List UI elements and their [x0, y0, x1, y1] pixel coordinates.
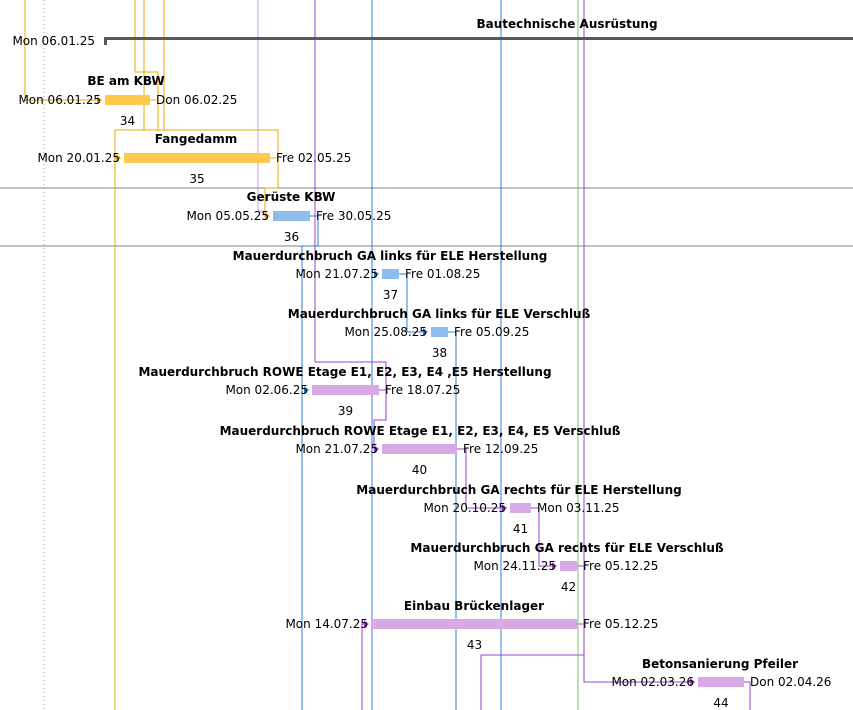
task-bar[interactable] — [312, 385, 379, 395]
task-name: Mauerdurchbruch GA rechts für ELE Herste… — [356, 483, 682, 497]
arrow-head-icon — [374, 445, 379, 453]
task-id: 43 — [466, 638, 483, 652]
dependency-line — [314, 0, 387, 450]
task-finish-date: Don 02.04.26 — [750, 675, 832, 689]
task-finish-date: Fre 12.09.25 — [463, 442, 539, 456]
dependency-line — [257, 0, 270, 217]
task-bar[interactable] — [510, 503, 531, 513]
task-start-date: Mon 06.01.25 — [18, 93, 101, 107]
arrow-head-icon — [690, 678, 695, 686]
task-bar[interactable] — [431, 327, 448, 337]
arrow-head-icon — [552, 562, 557, 570]
task-name: Mauerdurchbruch ROWE Etage E1, E2, E3, E… — [138, 365, 552, 379]
task-finish-date: Don 06.02.25 — [156, 93, 238, 107]
task-finish-date: Fre 05.12.25 — [583, 559, 659, 573]
dependency-line — [134, 0, 159, 130]
arrow-head-icon — [116, 154, 121, 162]
task-start-date: Mon 25.08.25 — [344, 325, 427, 339]
summary-bar[interactable] — [104, 37, 853, 40]
task-name: Mauerdurchbruch GA rechts für ELE Versch… — [410, 541, 724, 555]
summary-name: Bautechnische Ausrüstung — [476, 17, 658, 31]
task-start-date: Mon 24.11.25 — [473, 559, 556, 573]
task-name: Mauerdurchbruch ROWE Etage E1, E2, E3, E… — [219, 424, 621, 438]
task-finish-date: Mon 03.11.25 — [537, 501, 620, 515]
task-start-date: Mon 20.10.25 — [423, 501, 506, 515]
task-bar[interactable] — [273, 211, 310, 221]
task-finish-date: Fre 02.05.25 — [276, 151, 352, 165]
summary-bar-cap — [104, 37, 107, 45]
task-name: Einbau Brückenlager — [403, 599, 545, 613]
arrow-head-icon — [502, 504, 507, 512]
dependency-line — [361, 623, 368, 710]
dependency-line — [448, 331, 457, 710]
dependency-line — [399, 273, 427, 333]
task-id: 36 — [283, 230, 300, 244]
task-finish-date: Fre 30.05.25 — [316, 209, 392, 223]
task-finish-date: Fre 05.12.25 — [583, 617, 659, 631]
dependency-line — [301, 215, 319, 710]
dependency-line — [457, 448, 506, 509]
task-finish-date: Fre 18.07.25 — [385, 383, 461, 397]
task-id: 37 — [382, 288, 399, 302]
task-id: 44 — [713, 696, 729, 710]
task-start-date: Mon 02.03.26 — [611, 675, 694, 689]
task-name: Betonsanierung Pfeiler — [641, 657, 799, 671]
dependency-line — [583, 0, 694, 683]
task-bar[interactable] — [105, 95, 150, 105]
arrow-head-icon — [423, 328, 428, 336]
task-bar[interactable] — [372, 619, 577, 629]
dependency-line — [480, 654, 584, 710]
arrow-head-icon — [265, 212, 270, 220]
task-finish-date: Fre 05.09.25 — [454, 325, 530, 339]
task-finish-date: Fre 01.08.25 — [405, 267, 481, 281]
arrow-head-icon — [97, 96, 102, 104]
task-id: 39 — [337, 404, 354, 418]
task-start-date: Mon 21.07.25 — [295, 442, 378, 456]
task-start-date: Mon 02.06.25 — [225, 383, 308, 397]
task-name: Fangedamm — [154, 132, 238, 146]
task-name: BE am KBW — [87, 74, 165, 88]
task-name: Gerüste KBW — [246, 190, 336, 204]
task-bar[interactable] — [698, 677, 744, 687]
task-id: 34 — [119, 114, 136, 128]
arrow-head-icon — [304, 386, 309, 394]
dependency-line — [744, 681, 751, 710]
dependency-line — [531, 507, 556, 567]
task-id: 40 — [411, 463, 428, 477]
task-name: Mauerdurchbruch GA links für ELE Verschl… — [287, 307, 591, 321]
task-id: 42 — [560, 580, 577, 594]
task-bar[interactable] — [382, 444, 457, 454]
task-id: 38 — [431, 346, 448, 360]
task-id: 41 — [512, 522, 529, 536]
arrow-head-icon — [374, 270, 379, 278]
task-id: 35 — [189, 172, 205, 186]
arrow-head-icon — [364, 620, 369, 628]
task-start-date: Mon 21.07.25 — [295, 267, 378, 281]
task-start-date: Mon 05.05.25 — [186, 209, 269, 223]
task-start-date: Mon 20.01.25 — [37, 151, 120, 165]
summary-start: Mon 06.01.25 — [12, 34, 95, 48]
task-bar[interactable] — [560, 561, 577, 571]
task-start-date: Mon 14.07.25 — [285, 617, 368, 631]
task-bar[interactable] — [124, 153, 270, 163]
dependency-line — [24, 0, 101, 101]
task-name: Mauerdurchbruch GA links für ELE Herstel… — [232, 249, 548, 263]
task-bar[interactable] — [382, 269, 399, 279]
